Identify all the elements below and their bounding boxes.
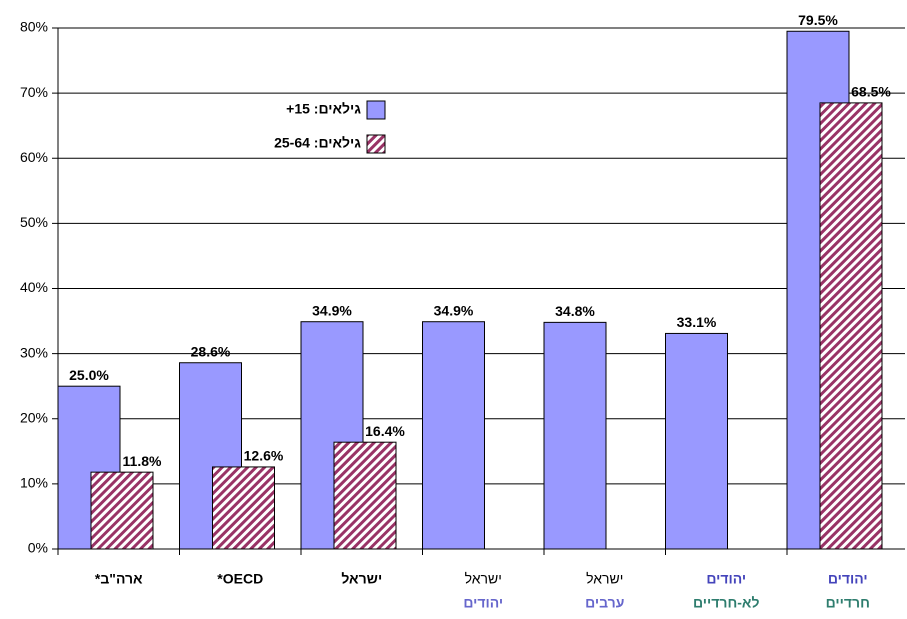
x-tick-label: יהודים [706, 571, 746, 587]
y-tick-label: 30% [20, 344, 48, 360]
legend-swatch [366, 134, 386, 154]
data-label: 25.0% [69, 367, 109, 383]
y-tick-label: 80% [20, 19, 48, 35]
y-tick-label: 40% [20, 279, 48, 295]
y-tick-label: 10% [20, 475, 48, 491]
x-tick-label: יהודים [463, 595, 503, 611]
x-tick-label: ארה"ב* [95, 571, 143, 587]
legend-label: גילאים: 15+ [286, 101, 361, 117]
legend-label: גילאים: 25-64 [274, 135, 361, 151]
x-tick-label: ישראל [586, 571, 623, 587]
y-tick-label: 50% [20, 214, 48, 230]
bar [819, 102, 883, 550]
data-label: 34.8% [555, 303, 595, 319]
bar [665, 332, 728, 550]
bar [333, 441, 397, 550]
data-label: 79.5% [798, 12, 838, 28]
x-tick-label: חרדיים [826, 595, 870, 611]
bar [212, 466, 275, 550]
x-tick-label: ישראל [341, 571, 382, 587]
bar [543, 321, 607, 550]
data-label: 12.6% [244, 448, 284, 464]
x-tick-label: לא-חרדיים [693, 595, 760, 611]
bar [90, 471, 154, 550]
y-tick-label: 20% [20, 409, 48, 425]
data-label: 11.8% [123, 453, 162, 469]
legend-swatch [366, 100, 386, 120]
y-tick-label: 60% [20, 149, 48, 165]
x-tick-label: ישראל [465, 571, 502, 587]
data-label: 34.9% [434, 302, 474, 318]
data-label: 16.4% [365, 423, 405, 439]
y-tick-label: 70% [20, 84, 48, 100]
x-tick-label: OECD* [217, 571, 263, 587]
data-label: 33.1% [677, 314, 717, 330]
y-tick-label: 0% [28, 540, 48, 556]
data-label: 28.6% [191, 343, 231, 359]
data-label: 34.9% [312, 302, 352, 318]
x-tick-label: ערבים [585, 595, 624, 611]
data-label: 68.5% [851, 84, 891, 100]
bar [422, 321, 485, 550]
x-tick-label: יהודים [828, 571, 868, 587]
